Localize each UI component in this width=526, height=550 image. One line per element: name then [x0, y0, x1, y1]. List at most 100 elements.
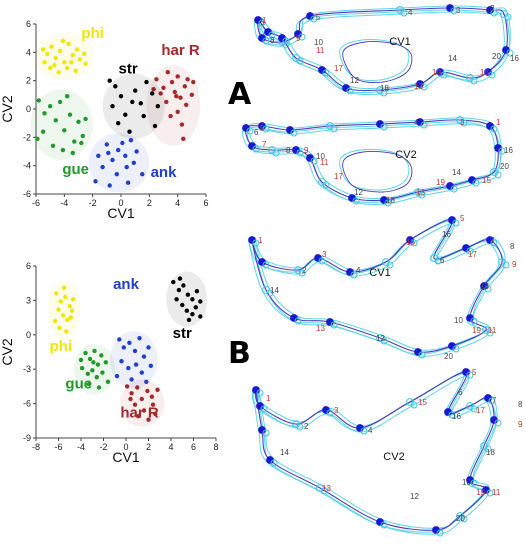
data-point	[64, 329, 69, 334]
data-point	[155, 387, 160, 392]
reference-landmark	[262, 125, 270, 133]
x-tick-label: -2	[99, 442, 107, 452]
data-point	[171, 279, 176, 285]
data-point	[66, 41, 71, 46]
landmark-label: 6	[260, 18, 265, 27]
landmark-label: 6	[254, 128, 259, 137]
x-tick-label: 2	[147, 198, 152, 208]
data-point	[110, 157, 115, 163]
reference-outline	[256, 375, 497, 535]
landmark-label: 18	[386, 196, 395, 205]
landmark-label: 2	[490, 4, 495, 13]
data-point	[78, 357, 84, 363]
data-point	[85, 371, 91, 376]
data-point	[106, 150, 111, 156]
reference-landmark	[494, 171, 502, 179]
data-point	[128, 138, 134, 143]
landmark-label: 17	[334, 64, 343, 73]
data-point	[123, 112, 128, 117]
landmark-label: 4	[408, 8, 413, 17]
data-point	[100, 164, 105, 170]
reference-landmark	[360, 427, 368, 435]
reference-landmark	[460, 515, 468, 523]
reference-outline	[248, 221, 500, 355]
data-point	[174, 94, 179, 99]
reference-landmark	[350, 271, 358, 279]
data-point	[80, 133, 86, 139]
data-point	[62, 128, 67, 133]
data-point	[131, 160, 136, 165]
reference-landmark	[296, 57, 304, 65]
reference-landmark	[322, 181, 330, 189]
data-point	[174, 297, 179, 302]
data-point	[145, 388, 150, 394]
landmark-label: 16	[510, 54, 519, 63]
group-hull	[166, 271, 208, 327]
data-point	[190, 297, 195, 302]
landmark-label: 9	[304, 146, 309, 155]
x-tick-label: -2	[89, 198, 97, 208]
reference-landmark	[502, 261, 510, 269]
data-point	[93, 179, 98, 184]
data-point	[155, 104, 160, 109]
data-point	[42, 111, 47, 116]
group-label: phi	[50, 338, 73, 355]
data-point	[65, 94, 70, 99]
shape-outline	[251, 219, 503, 353]
data-point	[129, 377, 134, 382]
landmark-label: 18	[486, 448, 495, 457]
data-point	[87, 356, 93, 362]
y-tick-label: -9	[23, 433, 31, 443]
data-point	[137, 336, 142, 341]
group-label: har R	[120, 404, 159, 421]
data-point	[146, 417, 151, 422]
reference-landmark	[386, 261, 394, 269]
data-point	[180, 302, 185, 308]
scatter-plot-b: -8 -6 -4 -2 0 2 4 6 8 -9 -6 -3 0 3 6 CV1 CV2 ank str phi gue…	[0, 261, 219, 465]
y-tick-label: -6	[23, 189, 31, 199]
data-point	[77, 57, 83, 62]
landmark-label: 6	[440, 256, 445, 265]
data-point	[91, 360, 96, 365]
landmark-label: 4	[368, 426, 373, 435]
data-point	[165, 70, 170, 75]
reference-landmark	[260, 405, 268, 413]
reference-landmark	[470, 77, 478, 85]
inner-outline	[342, 150, 413, 193]
x-axis-label: CV1	[112, 449, 139, 465]
landmark-label: 15	[480, 68, 489, 77]
data-point	[185, 77, 190, 82]
data-point	[96, 385, 102, 390]
landmark-label: 19	[476, 488, 485, 497]
data-point	[144, 379, 149, 384]
landmark-label: 11	[488, 326, 497, 335]
reference-landmark	[418, 351, 426, 359]
scatter-plot-a: -6 -4 -2 0 2 4 6 -6 -4 -2 0 2 4 6 CV1 CV2 phi har R str gue…	[0, 19, 209, 221]
reference-landmark	[330, 321, 338, 329]
data-point	[186, 317, 192, 323]
reference-landmark	[262, 261, 270, 269]
landmark-label: 19	[472, 326, 481, 335]
reference-landmark	[252, 145, 260, 153]
landmark-label: 8	[518, 400, 523, 409]
reference-landmark	[310, 157, 318, 165]
reference-landmark	[262, 37, 270, 45]
x-tick-label: 6	[203, 198, 208, 208]
reference-landmark	[488, 397, 496, 405]
reference-landmark	[380, 89, 388, 97]
data-point	[60, 313, 66, 318]
data-point	[95, 362, 101, 367]
data-point	[94, 375, 100, 380]
data-point	[189, 92, 194, 98]
data-point	[193, 305, 198, 310]
x-tick-label: 6	[191, 442, 196, 452]
group-hull	[88, 133, 150, 193]
data-point	[70, 53, 76, 58]
reference-landmark	[484, 285, 492, 293]
data-point	[150, 91, 155, 96]
data-point	[152, 123, 158, 129]
data-point	[146, 345, 151, 350]
